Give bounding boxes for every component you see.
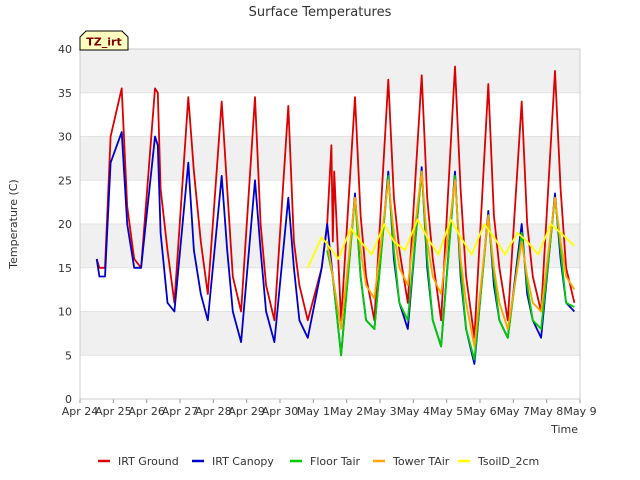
x-tick-label: Apr 27 — [162, 405, 199, 418]
series-lines — [95, 65, 576, 365]
y-tick-label: 35 — [58, 87, 72, 100]
series-line — [306, 218, 576, 269]
y-tick-label: 0 — [65, 393, 72, 406]
plot-background — [80, 48, 580, 400]
y-axis-label: Temperature (C) — [7, 179, 20, 269]
legend-label: Tower TAir — [392, 455, 450, 468]
plot-frame — [79, 48, 581, 400]
y-tick-label: 10 — [58, 306, 72, 319]
x-tick-label: Apr 29 — [228, 405, 265, 418]
site-badge-label: TZ_irt — [86, 36, 121, 49]
series-line — [95, 131, 576, 365]
legend: IRT Ground IRT Canopy Floor Tair Tower TAir… — [98, 455, 539, 468]
grid-band — [80, 49, 580, 93]
legend-label: IRT Canopy — [212, 455, 274, 468]
y-tick-label: 40 — [58, 43, 72, 56]
legend-label: Floor Tair — [310, 455, 361, 468]
x-tick-label: Apr 24 — [62, 405, 99, 418]
x-tick-label: May 1 — [297, 405, 330, 418]
x-tick-label: May 3 — [363, 405, 396, 418]
y-tick-label: 30 — [58, 131, 72, 144]
x-tick-label: Apr 26 — [128, 405, 165, 418]
series-line — [326, 170, 575, 361]
x-tick-label: Apr 30 — [262, 405, 299, 418]
y-tick-label: 5 — [65, 349, 72, 362]
y-tick-label: 25 — [58, 174, 72, 187]
chart-title: Surface Temperatures — [249, 5, 392, 20]
x-tick-label: May 4 — [397, 405, 430, 418]
site-badge-shape — [79, 30, 129, 51]
x-tick-label: May 5 — [430, 405, 463, 418]
x-tick-label: Apr 28 — [195, 405, 232, 418]
grid-band — [80, 311, 580, 356]
y-tick-label: 15 — [58, 262, 72, 275]
y-axis: 0 5 10 15 20 25 30 35 40 — [58, 43, 72, 406]
series-line — [95, 65, 576, 339]
x-axis-label: Time — [550, 423, 578, 436]
legend-label: TsoilD_2cm — [477, 455, 539, 468]
x-tick-label: May 8 — [530, 405, 563, 418]
x-tick-label: May 9 — [563, 405, 596, 418]
x-tick-label: May 2 — [330, 405, 363, 418]
site-badge: TZ_irt — [79, 30, 129, 51]
x-tick-label: May 6 — [463, 405, 496, 418]
legend-label: IRT Ground — [118, 455, 179, 468]
series-line — [326, 170, 576, 348]
x-tick-label: May 7 — [497, 405, 530, 418]
x-tick-label: Apr 25 — [95, 405, 132, 418]
y-tick-label: 20 — [58, 218, 72, 231]
